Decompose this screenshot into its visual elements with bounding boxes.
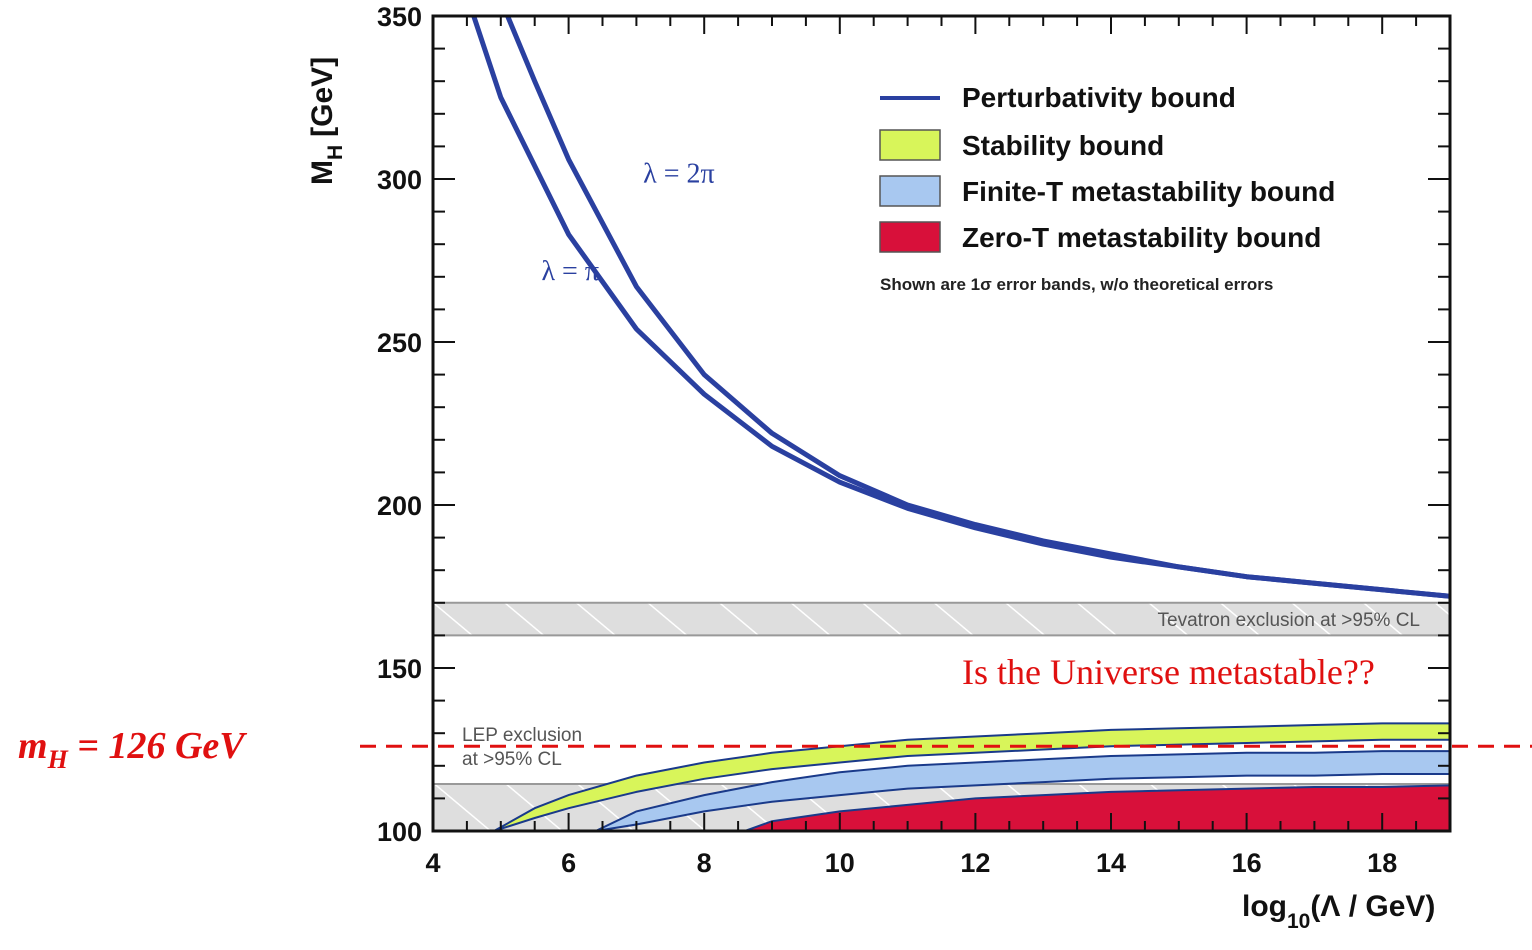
legend-swatch-zero-t (879, 221, 941, 253)
curve-label-lambda-2pi: λ = 2π (643, 158, 715, 189)
x-axis-title: log10(Λ / GeV) (1242, 890, 1435, 933)
axis-ticks: 4 6 8 10 12 14 16 18 100 150 200 250 300 350 (377, 2, 1451, 878)
x-tick-label: 12 (960, 848, 990, 878)
metastable-question: Is the Universe metastable?? (962, 652, 1375, 692)
curve-label-lambda-pi: λ = π (541, 256, 599, 287)
y-tick-label: 100 (377, 817, 422, 847)
x-tick-label: 16 (1232, 848, 1262, 878)
legend-swatch-finite-t (879, 175, 941, 207)
x-tick-label: 18 (1367, 848, 1397, 878)
y-axis-title: MH[GeV] (306, 57, 347, 185)
mh-reference-label: mH = 126 GeV (18, 725, 247, 774)
x-tick-label: 4 (425, 848, 440, 878)
y-tick-label: 200 (377, 491, 422, 521)
lep-label-line1: LEP exclusion (462, 725, 582, 746)
bands-layer (433, 601, 1450, 831)
legend-swatch-stability (879, 129, 941, 161)
x-tick-label: 8 (697, 848, 712, 878)
curves-layer (471, 16, 1450, 599)
band-zero-t-metastability-bound (744, 784, 1450, 831)
y-tick-label: 350 (377, 2, 422, 32)
y-tick-label: 250 (377, 328, 422, 358)
x-tick-label: 14 (1096, 848, 1126, 878)
band-finite-t-metastability-bound (595, 750, 1450, 831)
legend-label-perturbativity: Perturbativity bound (962, 82, 1236, 113)
perturbativity-curve-1 (505, 16, 1450, 599)
tevatron-label: Tevatron exclusion at >95% CL (1158, 610, 1420, 631)
x-tick-label: 6 (561, 848, 576, 878)
exclusion-band-0 (433, 602, 1450, 636)
x-tick-label: 10 (825, 848, 855, 878)
legend-label-stability: Stability bound (962, 130, 1164, 161)
legend-label-finite-t: Finite-T metastability bound (962, 176, 1335, 207)
legend: Perturbativity bound Stability bound Fin… (879, 82, 1335, 294)
y-tick-label: 150 (377, 654, 422, 684)
legend-label-zero-t: Zero-T metastability bound (962, 222, 1321, 253)
legend-note: Shown are 1σ error bands, w/o theoretica… (880, 275, 1273, 294)
y-tick-label: 300 (377, 165, 422, 195)
lep-label-line2: at >95% CL (462, 749, 562, 770)
